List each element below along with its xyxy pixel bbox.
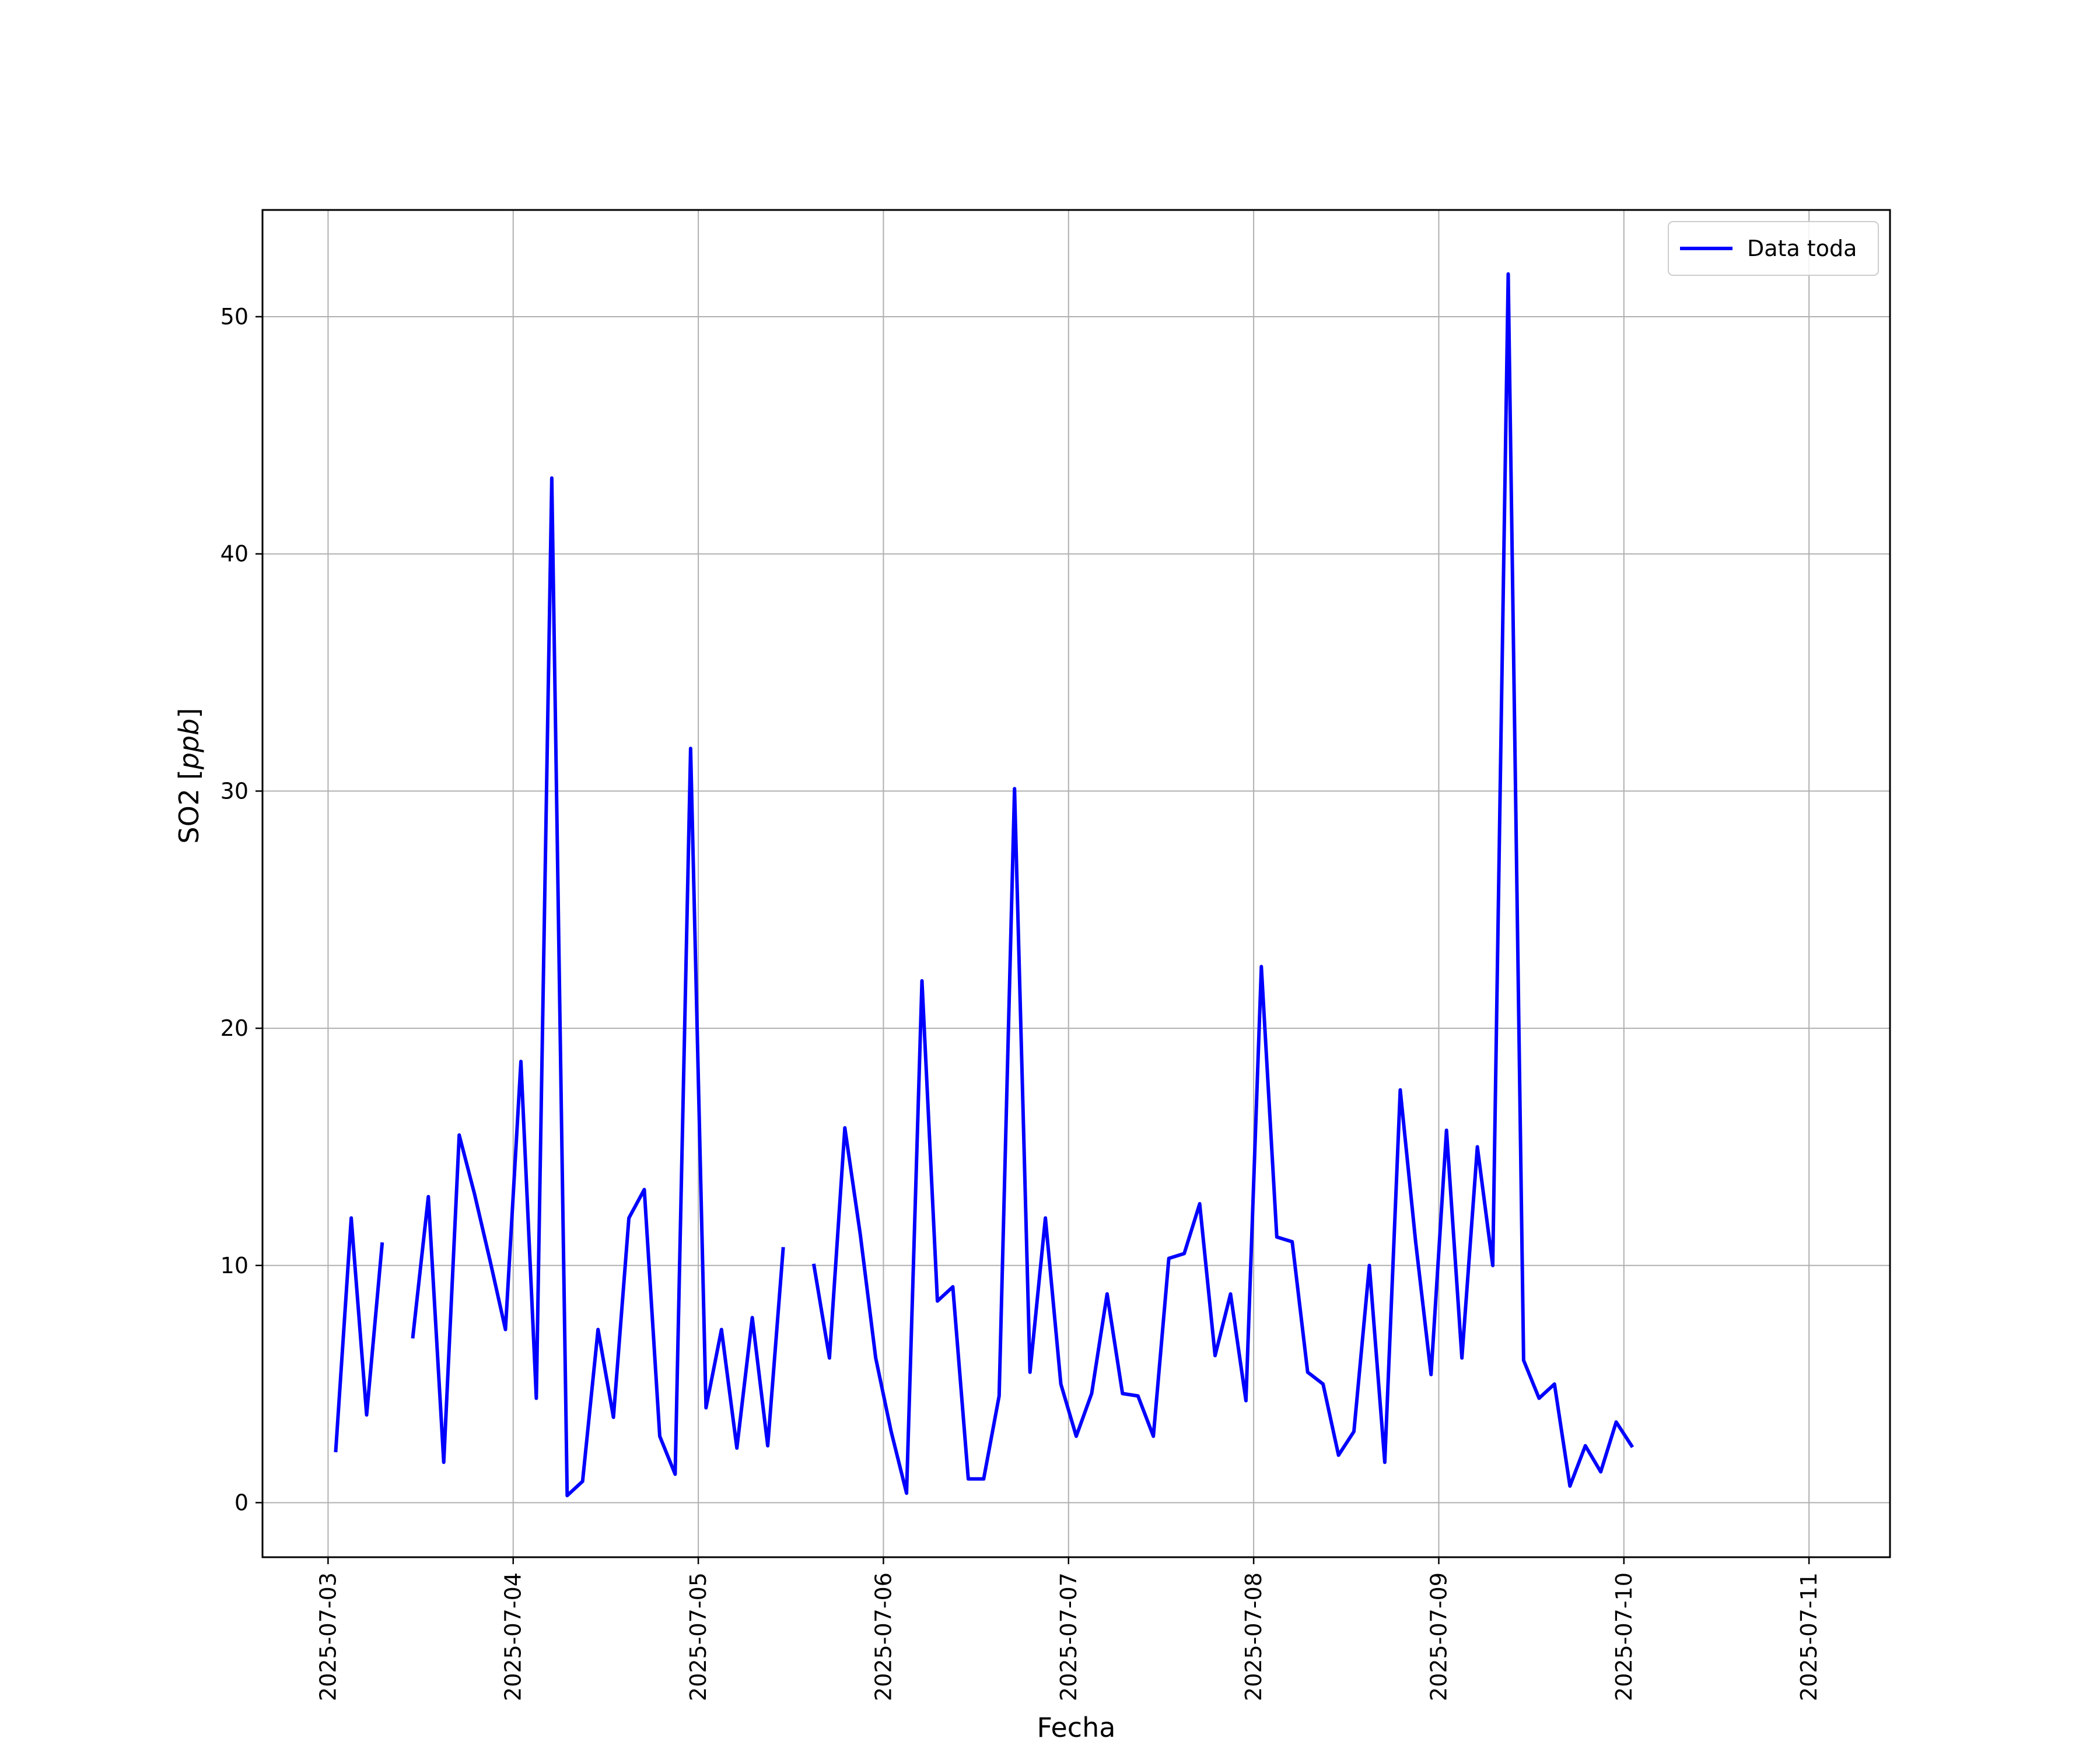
x-tick-label: 2025-07-03	[315, 1572, 341, 1701]
x-tick-label: 2025-07-04	[501, 1572, 526, 1701]
y-axis-label-text: SO2 [	[173, 769, 205, 843]
x-tick-label: 2025-07-05	[685, 1572, 711, 1701]
legend: Data toda	[1668, 222, 1878, 275]
y-axis-label: SO2 [ppb]	[173, 708, 205, 844]
y-tick-label: 20	[220, 1015, 249, 1041]
y-tick-label: 30	[220, 778, 249, 804]
x-tick-label: 2025-07-11	[1796, 1572, 1822, 1701]
legend-label: Data toda	[1747, 236, 1857, 261]
x-tick-label: 2025-07-06	[870, 1572, 896, 1701]
y-tick-label: 0	[235, 1490, 249, 1515]
y-tick-label: 40	[220, 541, 249, 567]
x-tick-label: 2025-07-10	[1611, 1572, 1637, 1701]
y-tick-label: 50	[220, 304, 249, 330]
x-tick-label: 2025-07-09	[1426, 1572, 1451, 1701]
x-tick-label: 2025-07-08	[1241, 1572, 1266, 1701]
y-axis-label-close: ]	[173, 708, 205, 719]
x-tick-label: 2025-07-07	[1056, 1572, 1082, 1701]
x-axis-label: Fecha	[1037, 1712, 1116, 1743]
y-tick-label: 10	[220, 1253, 249, 1278]
y-axis-label-unit: ppb	[173, 719, 205, 770]
